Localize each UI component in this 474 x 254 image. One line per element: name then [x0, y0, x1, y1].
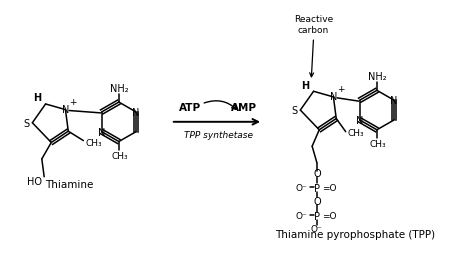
Text: N: N: [391, 96, 398, 106]
Text: H: H: [301, 80, 309, 90]
Text: TPP synthetase: TPP synthetase: [183, 131, 253, 140]
Text: CH₃: CH₃: [85, 138, 102, 147]
Text: HO: HO: [27, 177, 42, 187]
Text: NH₂: NH₂: [109, 84, 128, 94]
Text: N: N: [356, 116, 364, 125]
Text: +: +: [337, 85, 345, 93]
Text: =O: =O: [322, 183, 337, 192]
Text: O⁻: O⁻: [296, 183, 308, 192]
Text: O: O: [313, 168, 321, 178]
Text: N: N: [330, 92, 337, 102]
Text: CH₃: CH₃: [348, 129, 365, 138]
Text: S: S: [24, 118, 30, 128]
Text: H: H: [33, 93, 41, 103]
Text: Thiamine: Thiamine: [45, 179, 93, 189]
Text: ATP: ATP: [179, 102, 201, 112]
Text: O⁻: O⁻: [311, 224, 323, 233]
Text: N: N: [132, 107, 140, 118]
Text: O: O: [313, 196, 321, 206]
Text: P: P: [314, 211, 320, 221]
Text: NH₂: NH₂: [367, 72, 386, 82]
Text: +: +: [69, 97, 77, 106]
Text: CH₃: CH₃: [370, 140, 386, 149]
Text: AMP: AMP: [231, 102, 257, 112]
Text: N: N: [98, 127, 105, 137]
Text: P: P: [314, 183, 320, 193]
Text: =O: =O: [322, 211, 337, 220]
Text: Reactive
carbon: Reactive carbon: [294, 15, 333, 35]
Text: Thiamine pyrophosphate (TPP): Thiamine pyrophosphate (TPP): [275, 229, 435, 239]
Text: S: S: [292, 106, 298, 116]
Text: CH₃: CH₃: [111, 152, 128, 161]
Text: N: N: [62, 104, 69, 114]
Text: O⁻: O⁻: [296, 211, 308, 220]
